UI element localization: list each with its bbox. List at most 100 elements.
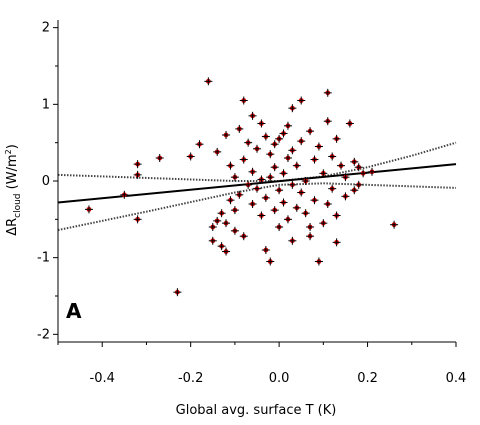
data-point: [217, 242, 226, 251]
data-point: [301, 209, 310, 218]
data-point: [310, 196, 319, 205]
data-points: [84, 77, 399, 297]
data-point: [292, 203, 301, 212]
data-point: [288, 180, 297, 189]
data-point: [253, 184, 261, 193]
data-point: [253, 144, 261, 153]
axes: -2 -1 0 1 2 -0.4 -0.2 0.0 0.2 0.4: [37, 20, 466, 386]
data-point: [279, 198, 288, 207]
data-point: [230, 226, 239, 235]
data-point: [310, 155, 319, 164]
data-point: [266, 257, 275, 266]
data-point: [244, 180, 253, 189]
x-axis-title: Global avg. surface T (K): [176, 403, 337, 418]
data-point: [266, 150, 275, 159]
data-point: [341, 173, 350, 182]
y-tick-label: 2: [42, 21, 50, 36]
data-point: [257, 119, 266, 128]
data-point: [222, 219, 231, 228]
data-point: [390, 220, 399, 229]
data-point: [319, 219, 328, 228]
data-point: [345, 119, 354, 128]
data-point: [283, 215, 292, 224]
data-point: [270, 163, 279, 172]
data-point: [266, 173, 275, 182]
data-point: [354, 180, 363, 189]
data-point: [297, 188, 306, 197]
data-point: [226, 161, 235, 170]
y-tick-label: 1: [42, 97, 50, 112]
x-tick-label: 0.0: [269, 371, 290, 386]
data-point: [283, 154, 292, 162]
data-point: [306, 232, 315, 241]
data-point: [133, 215, 142, 224]
data-point: [239, 96, 248, 105]
data-point: [230, 206, 239, 215]
data-point: [173, 288, 182, 297]
data-point: [279, 169, 288, 178]
data-point: [186, 152, 195, 161]
y-axis-title-unit-sup: 2: [4, 149, 13, 154]
y-axis-title-unit-open: (W/m: [5, 154, 20, 193]
y-axis-title-base: ΔR: [5, 218, 20, 236]
data-point: [332, 211, 341, 220]
panel-label: A: [66, 299, 82, 323]
data-point: [84, 205, 93, 214]
data-point: [292, 161, 301, 170]
data-point: [155, 154, 164, 162]
data-point: [337, 161, 346, 170]
data-point: [306, 127, 315, 136]
data-point: [367, 167, 376, 176]
y-tick-label: 0: [42, 174, 50, 189]
data-point: [133, 170, 142, 179]
confidence-band-lower: [57, 182, 457, 232]
y-axis-title-unit-close: ): [5, 144, 20, 149]
data-point: [288, 146, 297, 155]
y-axis-title: ΔRcloud (W/m2): [4, 144, 23, 236]
data-point: [208, 236, 217, 245]
data-point: [275, 134, 284, 143]
y-tick-label: -1: [37, 251, 50, 266]
data-point: [350, 157, 359, 166]
data-point: [261, 246, 270, 254]
data-point: [248, 167, 257, 176]
data-point: [120, 190, 129, 199]
data-point: [244, 138, 253, 147]
data-point: [306, 223, 315, 231]
data-point: [230, 173, 239, 182]
data-point: [222, 131, 231, 139]
data-point: [314, 142, 323, 151]
data-point: [248, 111, 257, 120]
data-point: [270, 206, 279, 215]
data-point: [270, 140, 279, 149]
data-point: [261, 132, 270, 141]
data-point: [195, 140, 204, 149]
data-point: [222, 247, 231, 256]
x-tick-label: -0.4: [90, 371, 115, 386]
data-point: [332, 238, 341, 247]
y-tick-label: -2: [37, 327, 50, 342]
data-point: [297, 137, 306, 146]
data-point: [257, 211, 266, 220]
data-point: [235, 124, 244, 133]
data-point: [217, 209, 226, 218]
data-point: [350, 186, 359, 195]
data-point: [319, 169, 328, 178]
data-point: [261, 193, 270, 202]
data-point: [235, 190, 244, 199]
data-point: [204, 77, 213, 86]
data-point: [275, 223, 284, 231]
data-point: [332, 134, 341, 143]
data-point: [239, 232, 248, 241]
data-point: [328, 184, 337, 193]
data-point: [323, 117, 332, 126]
x-tick-label: -0.2: [178, 371, 203, 386]
data-point: [301, 177, 310, 185]
data-point: [279, 129, 288, 138]
data-point: [288, 236, 297, 245]
data-point: [226, 196, 235, 205]
data-point: [328, 152, 337, 161]
data-point: [323, 200, 332, 208]
